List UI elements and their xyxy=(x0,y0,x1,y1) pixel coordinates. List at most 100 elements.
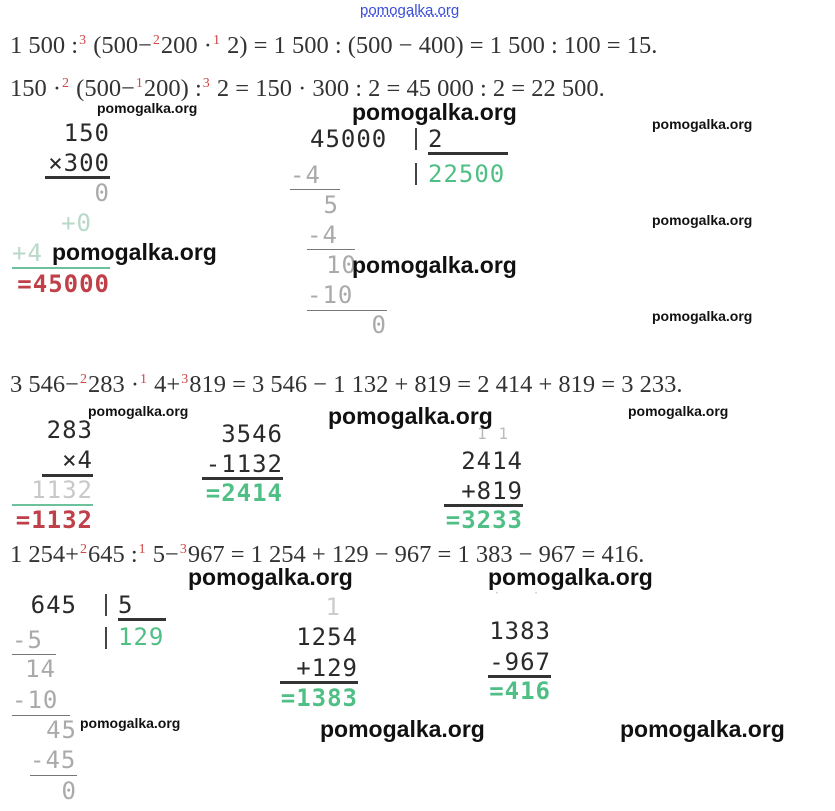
equation-text: 3 546− xyxy=(10,371,79,398)
watermark: pomogalka.org xyxy=(620,716,785,742)
equation-4: 1 254+2645 :1 5−3967 = 1 254 + 129 − 967… xyxy=(10,540,644,570)
operation-order-marker: 1 xyxy=(135,76,143,91)
mul1-green-line xyxy=(12,267,110,269)
div1-r3: 0 xyxy=(371,311,387,339)
div1-dividend: 45000 xyxy=(310,125,388,153)
div1-bar xyxy=(415,128,417,150)
equation-text: 645 : xyxy=(87,541,138,568)
div1-line xyxy=(290,189,340,190)
equation-text: 200 · xyxy=(160,32,212,59)
div2-r3: 0 xyxy=(61,777,77,805)
add1-b: +819 xyxy=(461,477,523,505)
mul1-b: ×300 xyxy=(48,149,110,177)
mul2-p1: 1132 xyxy=(31,476,93,504)
watermark-top: pomogalka.org xyxy=(360,2,460,19)
watermark: pomogalka.org xyxy=(328,403,493,429)
div2-line xyxy=(12,715,70,716)
div2-s3: -45 xyxy=(30,746,77,774)
div1-s1: -4 xyxy=(290,161,321,189)
sub1-result: =2414 xyxy=(205,479,283,507)
sub1-b: -1132 xyxy=(205,450,283,478)
sub2-result: =416 xyxy=(489,677,551,705)
equation-3: 3 546−2283 ·1 4+3819 = 3 546 − 1 132 + 8… xyxy=(10,370,682,400)
div2-bar xyxy=(105,627,107,649)
sub2-b: -967 xyxy=(489,648,551,676)
mul2-result: =1132 xyxy=(15,506,93,534)
div2-s1: -5 xyxy=(12,626,43,654)
operation-order-marker: 1 xyxy=(138,542,146,557)
div2-r2: 45 xyxy=(46,716,77,744)
operation-order-marker: 3 xyxy=(181,372,189,387)
equation-text: (500− xyxy=(87,32,152,59)
sub2-a: 1383 xyxy=(489,617,551,645)
watermark: pomogalka.org xyxy=(628,403,729,419)
div1-divisor: 2 xyxy=(428,125,444,153)
equation-text: 283 · xyxy=(87,371,139,398)
watermark: pomogalka.org xyxy=(652,116,753,132)
mul2-a: 283 xyxy=(46,416,93,444)
div1-bar xyxy=(415,163,417,185)
equation-text: 1 254+ xyxy=(10,541,79,568)
sub1-a: 3546 xyxy=(221,420,283,448)
equation-text: 4+ xyxy=(148,371,181,398)
div2-s2: -10 xyxy=(12,686,59,714)
div1-line xyxy=(307,310,387,311)
watermark: pomogalka.org xyxy=(88,403,189,419)
watermark: pomogalka.org xyxy=(188,564,353,590)
equation-2: 150 ·2 (500−1200) :3 2 = 150 · 300 : 2 =… xyxy=(10,74,605,104)
div2-line xyxy=(118,618,166,621)
mul2-green-line xyxy=(12,504,93,506)
div1-s3: -10 xyxy=(307,281,354,309)
mul1-p2: +0 xyxy=(61,209,92,237)
mul1-p3: +4 xyxy=(12,239,43,267)
watermark: pomogalka.org xyxy=(97,100,198,116)
add1-a: 2414 xyxy=(461,447,523,475)
add2-line xyxy=(280,681,358,684)
add1-line xyxy=(444,504,523,507)
div1-s2: -4 xyxy=(307,221,338,249)
operation-order-marker: 2 xyxy=(79,372,87,387)
operation-order-marker: 2 xyxy=(152,33,160,48)
mul2-line xyxy=(42,474,93,477)
equation-text: 819 = 3 546 − 1 132 + 819 = 2 414 + 819 … xyxy=(189,371,683,398)
equation-text: 967 = 1 254 + 129 − 967 = 1 383 − 967 = … xyxy=(187,541,645,568)
div2-r1: 14 xyxy=(25,655,56,683)
equation-1: 1 500 :3 (500−2200 ·1 2) = 1 500 : (500 … xyxy=(10,31,657,61)
equation-text: 2 = 150 · 300 : 2 = 45 000 : 2 = 22 500. xyxy=(210,75,605,102)
mul1-p1: 0 xyxy=(94,179,110,207)
div1-r1: 5 xyxy=(323,191,339,219)
div2-line xyxy=(30,775,77,776)
mul1-result: =45000 xyxy=(17,270,110,298)
div2-divisor: 5 xyxy=(118,591,134,619)
add2-result: =1383 xyxy=(280,684,358,712)
sub2-line xyxy=(488,675,551,678)
mul1-line xyxy=(45,176,110,179)
watermark: pomogalka.org xyxy=(352,99,517,125)
add2-b: +129 xyxy=(296,654,358,682)
operation-order-marker: 1 xyxy=(212,33,220,48)
div1-line xyxy=(307,249,355,250)
equation-text: 150 · xyxy=(10,75,62,102)
equation-text: (500− xyxy=(70,75,135,102)
operation-order-marker: 2 xyxy=(79,542,87,557)
mul1-a: 150 xyxy=(63,119,110,147)
watermark: pomogalka.org xyxy=(52,239,217,265)
operation-order-marker: 3 xyxy=(202,76,210,91)
operation-order-marker: 3 xyxy=(179,542,187,557)
sub2-borrow: ˙ ˙ xyxy=(492,589,551,608)
operation-order-marker: 3 xyxy=(79,33,87,48)
watermark: pomogalka.org xyxy=(320,716,485,742)
watermark: pomogalka.org xyxy=(488,564,653,590)
operation-order-marker: 2 xyxy=(62,76,70,91)
equation-text: 1 500 : xyxy=(10,32,79,59)
div1-line xyxy=(428,152,508,155)
operation-order-marker: 1 xyxy=(140,372,147,387)
equation-text: 5− xyxy=(146,541,179,568)
div2-line xyxy=(12,654,56,655)
watermark: pomogalka.org xyxy=(652,212,753,228)
sub1-line xyxy=(202,477,283,480)
mul2-b: ×4 xyxy=(62,446,93,474)
div1-quotient: 22500 xyxy=(428,160,506,188)
watermark: pomogalka.org xyxy=(80,715,181,731)
